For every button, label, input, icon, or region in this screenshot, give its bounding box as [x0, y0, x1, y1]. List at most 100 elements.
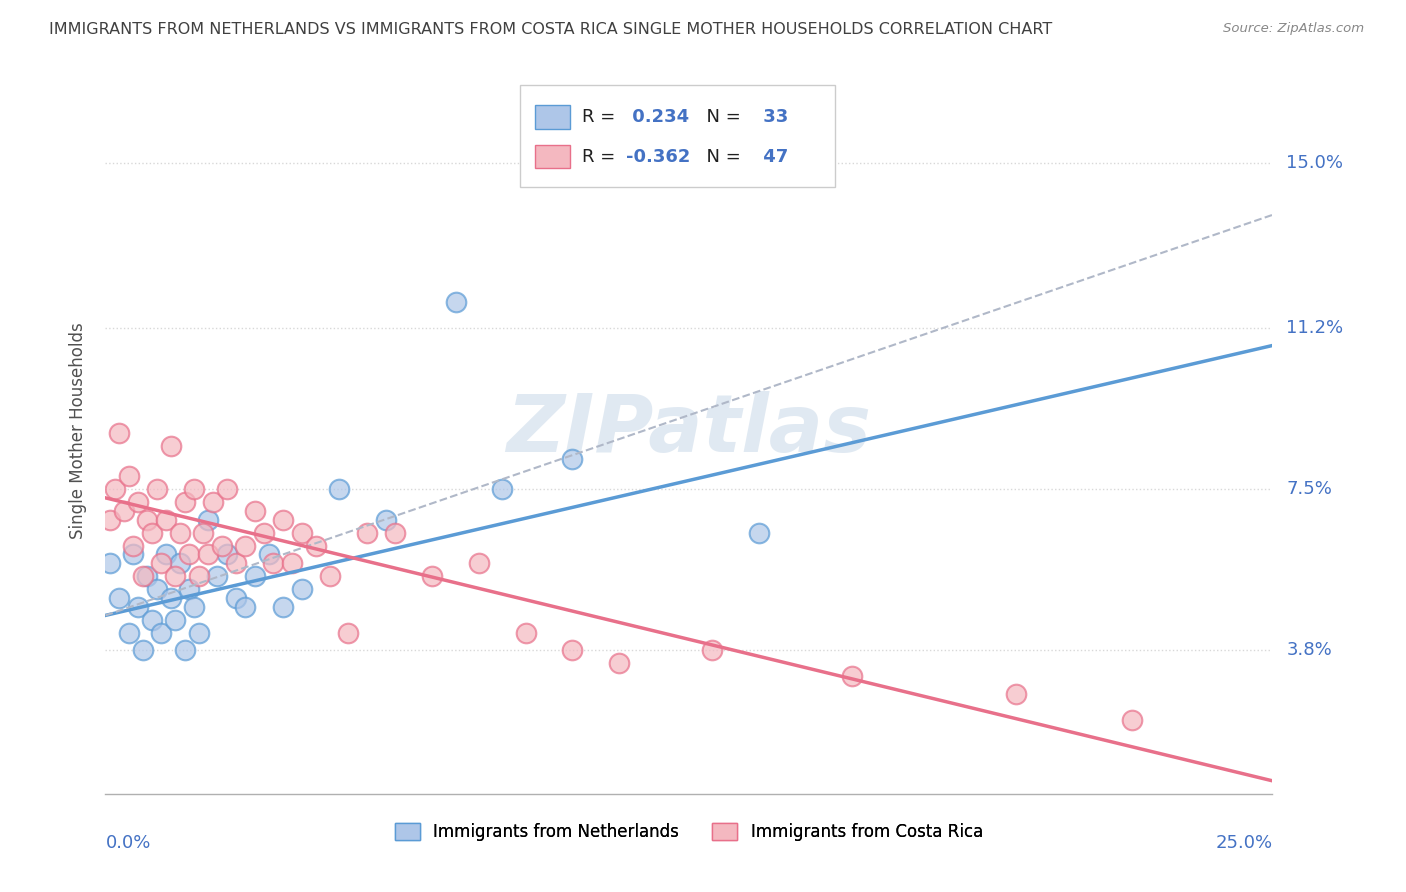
Point [122, 539, 145, 553]
Point [98, 556, 121, 570]
Point [211, 539, 233, 553]
Point [271, 513, 294, 527]
Point [215, 548, 238, 562]
Text: N =: N = [695, 148, 747, 166]
Point [328, 482, 350, 496]
Point [468, 556, 491, 570]
Point [374, 513, 396, 527]
FancyBboxPatch shape [534, 145, 569, 169]
Point [187, 625, 209, 640]
Text: R =: R = [582, 108, 620, 126]
Point [108, 591, 131, 605]
Point [1004, 687, 1026, 701]
Y-axis label: Single Mother Households: Single Mother Households [69, 322, 87, 539]
Point [290, 582, 312, 597]
Point [271, 599, 294, 614]
Point [257, 548, 280, 562]
Point [290, 525, 312, 540]
Text: 11.2%: 11.2% [1286, 319, 1344, 337]
Legend: Immigrants from Netherlands, Immigrants from Costa Rica: Immigrants from Netherlands, Immigrants … [388, 816, 990, 847]
Point [702, 643, 724, 657]
Point [281, 556, 304, 570]
Point [263, 556, 285, 570]
Point [173, 643, 195, 657]
Point [225, 591, 247, 605]
Point [118, 625, 141, 640]
Point [132, 569, 155, 583]
Point [165, 613, 187, 627]
Point [607, 657, 630, 671]
Point [155, 548, 177, 562]
Text: 33: 33 [756, 108, 787, 126]
Point [132, 643, 155, 657]
Point [141, 613, 163, 627]
Text: -0.362: -0.362 [626, 148, 690, 166]
Point [444, 295, 467, 310]
Point [197, 513, 219, 527]
Point [136, 513, 159, 527]
Point [141, 525, 163, 540]
Point [146, 482, 169, 496]
Point [491, 482, 513, 496]
Point [253, 525, 276, 540]
Point [127, 495, 149, 509]
Text: 0.0%: 0.0% [105, 834, 150, 852]
Point [179, 582, 201, 597]
Point [179, 548, 201, 562]
Text: ZIPatlas: ZIPatlas [506, 392, 872, 469]
Point [243, 504, 266, 518]
Point [169, 525, 191, 540]
Point [337, 625, 360, 640]
Point [1121, 713, 1143, 727]
Point [201, 495, 224, 509]
Point [225, 556, 247, 570]
Point [420, 569, 443, 583]
Point [98, 513, 121, 527]
Point [159, 591, 181, 605]
Point [243, 569, 266, 583]
Text: 0.234: 0.234 [626, 108, 689, 126]
Point [561, 643, 583, 657]
Point [150, 625, 173, 640]
Point [146, 582, 169, 597]
Text: 15.0%: 15.0% [1286, 153, 1343, 171]
Point [183, 482, 205, 496]
Text: N =: N = [695, 108, 747, 126]
Point [841, 669, 863, 683]
Point [318, 569, 340, 583]
Point [136, 569, 159, 583]
Point [127, 599, 149, 614]
Text: 3.8%: 3.8% [1286, 641, 1331, 659]
Point [169, 556, 191, 570]
Point [122, 548, 145, 562]
Point [112, 504, 135, 518]
Point [118, 469, 141, 483]
Point [561, 451, 583, 466]
Point [193, 525, 215, 540]
Point [173, 495, 195, 509]
FancyBboxPatch shape [534, 105, 569, 128]
Point [515, 625, 537, 640]
Text: Source: ZipAtlas.com: Source: ZipAtlas.com [1223, 22, 1364, 36]
Text: 25.0%: 25.0% [1215, 834, 1272, 852]
Point [384, 525, 406, 540]
Text: R =: R = [582, 148, 620, 166]
Point [165, 569, 187, 583]
Point [304, 539, 326, 553]
Point [150, 556, 173, 570]
Point [235, 539, 257, 553]
Point [207, 569, 229, 583]
Point [356, 525, 378, 540]
Point [104, 482, 127, 496]
Point [215, 482, 238, 496]
Point [108, 425, 131, 440]
Text: IMMIGRANTS FROM NETHERLANDS VS IMMIGRANTS FROM COSTA RICA SINGLE MOTHER HOUSEHOL: IMMIGRANTS FROM NETHERLANDS VS IMMIGRANT… [49, 22, 1053, 37]
Point [155, 513, 177, 527]
FancyBboxPatch shape [520, 85, 835, 186]
Text: 7.5%: 7.5% [1286, 480, 1333, 498]
Point [187, 569, 209, 583]
Point [197, 548, 219, 562]
Point [235, 599, 257, 614]
Text: 47: 47 [756, 148, 787, 166]
Point [748, 525, 770, 540]
